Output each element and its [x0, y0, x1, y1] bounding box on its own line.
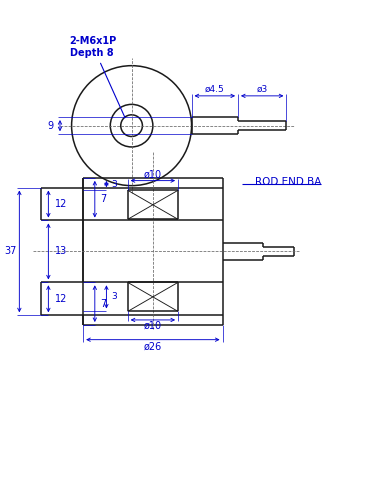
Text: ø26: ø26: [144, 342, 162, 352]
Text: ø10: ø10: [144, 321, 162, 331]
Text: 13: 13: [55, 247, 68, 256]
Text: 37: 37: [5, 247, 17, 256]
Text: 12: 12: [55, 199, 68, 209]
Text: 7: 7: [101, 194, 107, 204]
Text: ø4.5: ø4.5: [205, 84, 225, 93]
Text: 12: 12: [55, 294, 68, 304]
Text: 9: 9: [47, 121, 53, 131]
Text: 3: 3: [111, 292, 117, 301]
Text: 7: 7: [101, 299, 107, 309]
Text: 2-M6x1P
Depth 8: 2-M6x1P Depth 8: [70, 36, 125, 118]
Text: ø10: ø10: [144, 170, 162, 180]
Text: ø3: ø3: [257, 84, 268, 93]
Text: 3: 3: [111, 180, 117, 189]
Text: ROD END BA: ROD END BA: [255, 177, 321, 187]
